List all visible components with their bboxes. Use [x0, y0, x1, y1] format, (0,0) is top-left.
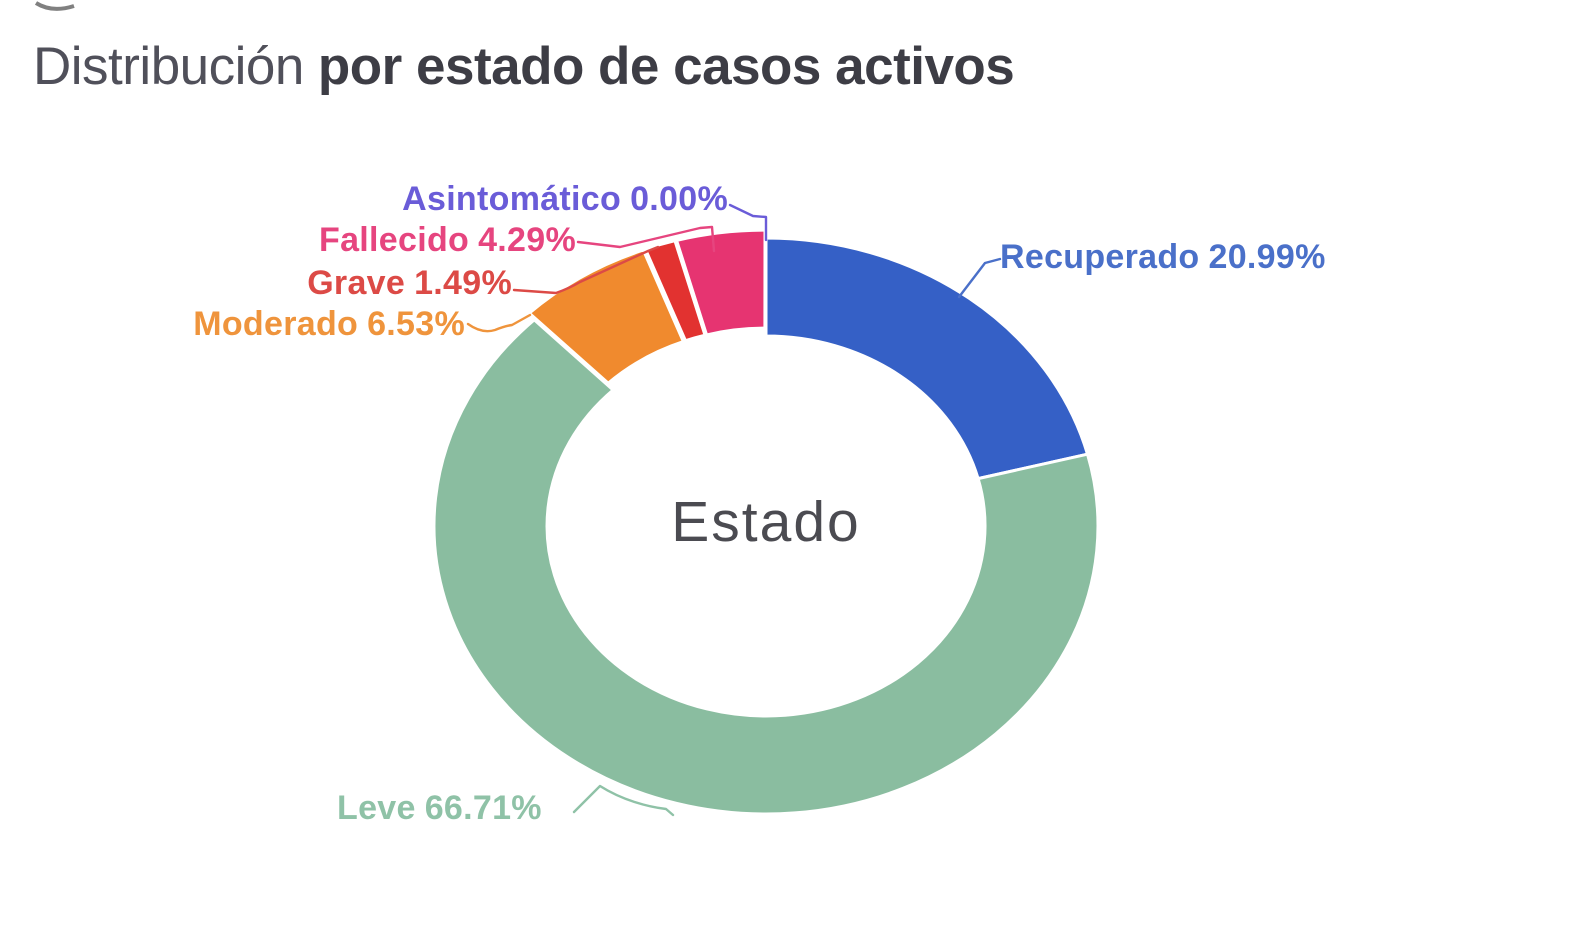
- label-asintomatico-percent: 0.00%: [630, 180, 728, 218]
- label-asintomatico[interactable]: Asintomático 0.00%: [402, 180, 728, 219]
- label-moderado-percent: 6.53%: [367, 305, 465, 343]
- label-moderado[interactable]: Moderado 6.53%: [193, 305, 465, 344]
- page-title: Distribución por estado de casos activos: [33, 36, 1015, 97]
- leader-line-fallecido: [576, 225, 716, 253]
- label-leve-percent: 66.71%: [424, 789, 542, 827]
- label-leve-name: Leve: [337, 789, 416, 827]
- label-grave[interactable]: Grave 1.49%: [307, 264, 512, 303]
- label-recuperado[interactable]: Recuperado 20.99%: [1000, 238, 1326, 277]
- label-grave-name: Grave: [307, 264, 406, 302]
- slice-fallecido[interactable]: [675, 228, 767, 337]
- label-recuperado-percent: 20.99%: [1208, 238, 1326, 276]
- slice-recuperado[interactable]: [764, 236, 1089, 481]
- leader-line-grave: [512, 245, 660, 295]
- slice-moderado[interactable]: [527, 248, 685, 385]
- slice-leve[interactable]: [432, 318, 1100, 816]
- leader-line-leve: [572, 784, 675, 817]
- label-fallecido[interactable]: Fallecido 4.29%: [319, 221, 576, 260]
- leader-line-asintomatico: [728, 203, 768, 242]
- donut-center-label: Estado: [671, 490, 861, 554]
- label-recuperado-name: Recuperado: [1000, 238, 1200, 276]
- label-grave-percent: 1.49%: [414, 264, 512, 302]
- label-leve[interactable]: Leve 66.71%: [337, 789, 542, 828]
- label-fallecido-percent: 4.29%: [478, 221, 576, 259]
- page-title-regular: Distribución: [33, 37, 304, 96]
- label-fallecido-name: Fallecido: [319, 221, 470, 259]
- leader-line-moderado: [466, 313, 532, 333]
- page-title-bold: por estado de casos activos: [317, 37, 1015, 96]
- leader-line-recuperado: [957, 257, 1002, 299]
- label-moderado-name: Moderado: [193, 305, 359, 343]
- cropped-text-artifact: [34, 1, 75, 11]
- slice-grave[interactable]: [643, 239, 707, 343]
- label-asintomatico-name: Asintomático: [402, 180, 622, 218]
